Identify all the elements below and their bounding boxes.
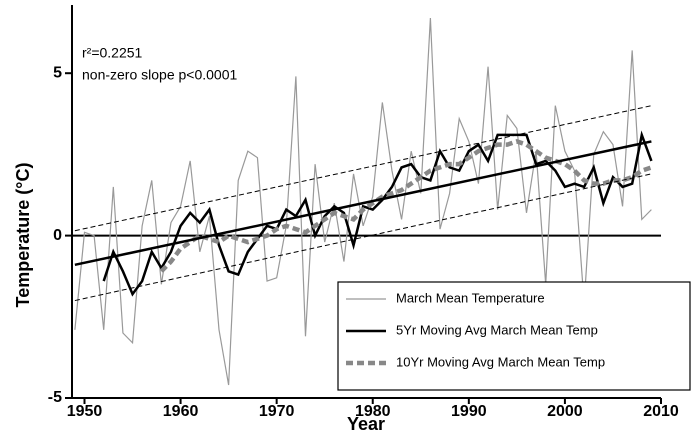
y-tick-label: 0	[53, 227, 62, 244]
series-line	[102, 130, 653, 297]
series-line	[74, 17, 652, 386]
legend-box	[337, 281, 691, 391]
regression-line	[74, 140, 652, 267]
annotation: non-zero slope p<0.0001	[82, 67, 237, 83]
x-axis-title: Year	[347, 414, 385, 434]
x-tick-label: 1950	[67, 403, 103, 420]
y-tick-label: -5	[48, 389, 62, 406]
x-tick-label: 1970	[259, 403, 295, 420]
x-tick-label: 1980	[355, 403, 391, 420]
y-axis-title: Temperature (°C)	[13, 163, 33, 308]
legend-label: March Mean Temperature	[396, 290, 545, 305]
legend-label: 10Yr Moving Avg March Mean Temp	[396, 354, 605, 369]
x-tick-label: 2010	[643, 403, 679, 420]
confidence-line	[74, 173, 652, 302]
x-tick-label: 1960	[163, 403, 199, 420]
x-tick-label: 2000	[547, 403, 583, 420]
legend-label: 5Yr Moving Avg March Mean Temp	[396, 322, 598, 337]
annotation: r²=0.2251	[82, 45, 143, 61]
x-tick-label: 1990	[451, 403, 487, 420]
y-tick-label: 5	[53, 64, 62, 81]
series-line	[159, 139, 653, 273]
confidence-line	[74, 105, 652, 232]
